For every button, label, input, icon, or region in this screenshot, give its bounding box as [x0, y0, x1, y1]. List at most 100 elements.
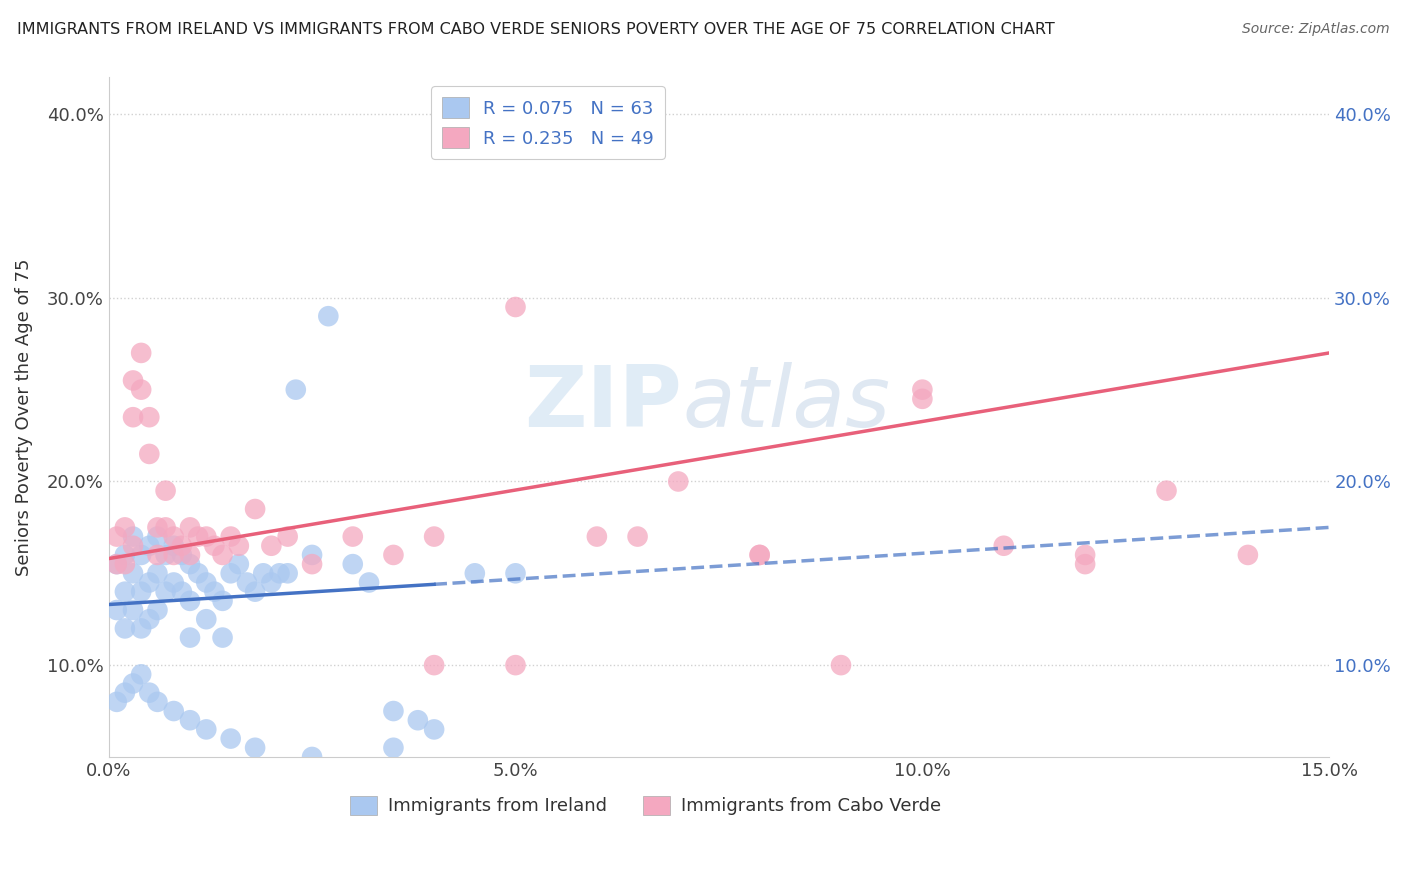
Point: [202, 584, 225, 599]
Point: [219, 566, 242, 581]
Point: [122, 676, 145, 690]
Point: [1237, 548, 1260, 562]
Point: [170, 548, 193, 562]
Point: [423, 530, 446, 544]
Point: [382, 548, 405, 562]
Point: [146, 603, 169, 617]
Point: [211, 594, 233, 608]
Point: [105, 557, 128, 571]
Point: [666, 475, 689, 489]
Point: [219, 731, 242, 746]
Point: [146, 548, 169, 562]
Point: [129, 548, 152, 562]
Point: [277, 530, 299, 544]
Point: [505, 566, 527, 581]
Point: [122, 374, 145, 388]
Point: [219, 530, 242, 544]
Point: [423, 723, 446, 737]
Point: [170, 584, 193, 599]
Point: [129, 346, 152, 360]
Point: [138, 410, 160, 425]
Point: [122, 603, 145, 617]
Point: [277, 566, 299, 581]
Point: [911, 392, 934, 406]
Point: [179, 548, 201, 562]
Point: [105, 557, 128, 571]
Point: [129, 383, 152, 397]
Point: [179, 594, 201, 608]
Text: ZIP: ZIP: [524, 362, 682, 445]
Point: [382, 704, 405, 718]
Text: IMMIGRANTS FROM IRELAND VS IMMIGRANTS FROM CABO VERDE SENIORS POVERTY OVER THE A: IMMIGRANTS FROM IRELAND VS IMMIGRANTS FR…: [17, 22, 1054, 37]
Legend: Immigrants from Ireland, Immigrants from Cabo Verde: Immigrants from Ireland, Immigrants from…: [343, 789, 949, 822]
Point: [211, 548, 233, 562]
Point: [911, 383, 934, 397]
Point: [748, 548, 770, 562]
Point: [105, 603, 128, 617]
Point: [122, 530, 145, 544]
Point: [138, 612, 160, 626]
Point: [1074, 548, 1097, 562]
Point: [195, 575, 218, 590]
Point: [179, 631, 201, 645]
Text: atlas: atlas: [682, 362, 890, 445]
Point: [423, 658, 446, 673]
Point: [138, 447, 160, 461]
Point: [342, 530, 364, 544]
Point: [406, 713, 429, 727]
Point: [301, 750, 323, 764]
Point: [243, 502, 266, 516]
Point: [179, 557, 201, 571]
Point: [129, 584, 152, 599]
Point: [252, 566, 274, 581]
Point: [269, 566, 291, 581]
Point: [748, 548, 770, 562]
Point: [138, 575, 160, 590]
Text: Source: ZipAtlas.com: Source: ZipAtlas.com: [1241, 22, 1389, 37]
Point: [146, 566, 169, 581]
Point: [146, 520, 169, 534]
Point: [505, 300, 527, 314]
Point: [114, 621, 136, 635]
Point: [342, 557, 364, 571]
Point: [105, 695, 128, 709]
Point: [284, 383, 307, 397]
Point: [211, 631, 233, 645]
Point: [301, 557, 323, 571]
Point: [129, 621, 152, 635]
Point: [179, 520, 201, 534]
Point: [195, 530, 218, 544]
Point: [260, 575, 283, 590]
Point: [187, 566, 209, 581]
Point: [155, 548, 177, 562]
Point: [146, 530, 169, 544]
Point: [1074, 557, 1097, 571]
Point: [170, 539, 193, 553]
Point: [155, 483, 177, 498]
Point: [163, 575, 186, 590]
Point: [114, 520, 136, 534]
Point: [114, 548, 136, 562]
Point: [138, 539, 160, 553]
Point: [163, 539, 186, 553]
Point: [195, 723, 218, 737]
Point: [301, 548, 323, 562]
Point: [236, 575, 259, 590]
Point: [129, 667, 152, 681]
Point: [179, 713, 201, 727]
Point: [163, 704, 186, 718]
Point: [105, 530, 128, 544]
Point: [195, 612, 218, 626]
Point: [122, 539, 145, 553]
Point: [993, 539, 1015, 553]
Point: [243, 584, 266, 599]
Point: [114, 686, 136, 700]
Point: [114, 584, 136, 599]
Point: [464, 566, 486, 581]
Point: [382, 740, 405, 755]
Point: [586, 530, 609, 544]
Point: [318, 309, 340, 323]
Point: [228, 539, 250, 553]
Point: [155, 520, 177, 534]
Point: [155, 584, 177, 599]
